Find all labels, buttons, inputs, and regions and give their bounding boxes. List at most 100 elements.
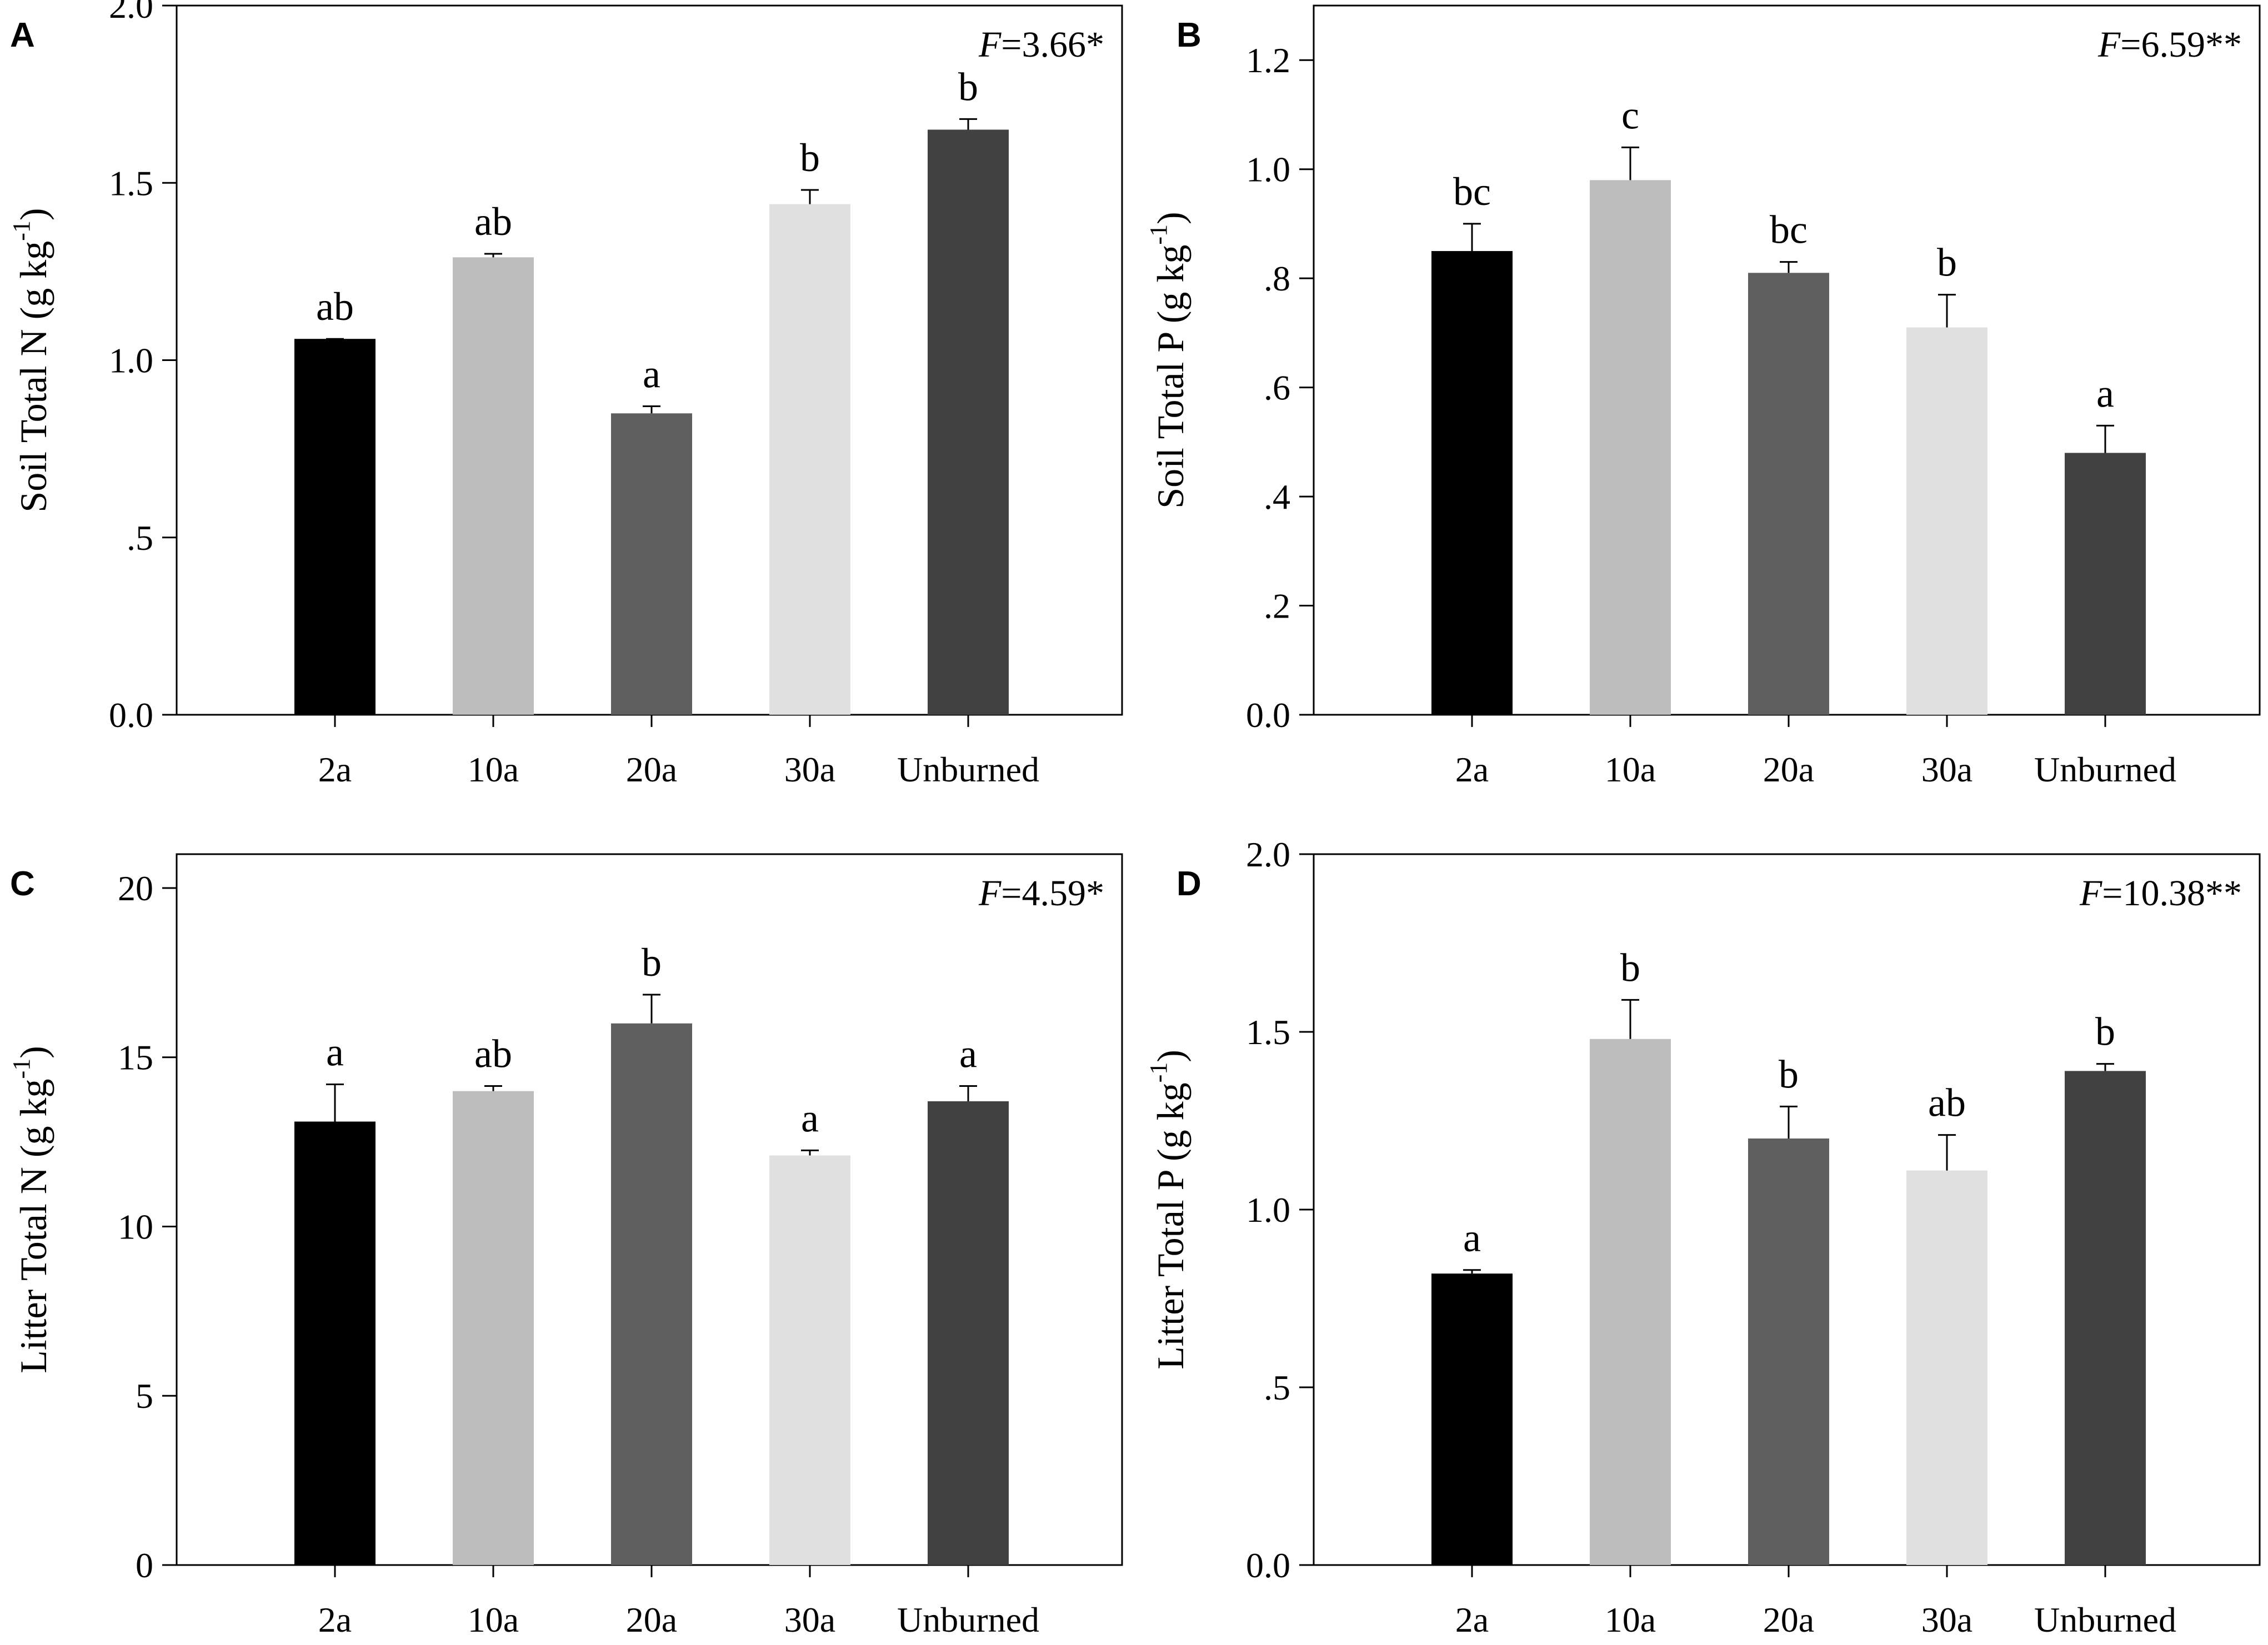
x-category-label: Unburned <box>2034 1600 2176 1639</box>
bar <box>1590 180 1671 715</box>
x-category-label: 10a <box>468 1600 519 1639</box>
y-axis-title: Soil Total N (g kg-1) <box>8 208 54 512</box>
significance-letter: ab <box>1928 1081 1966 1125</box>
x-category-label: 10a <box>468 750 519 789</box>
y-tick-label: 0.0 <box>1246 695 1290 735</box>
y-axis-title-text: Litter Total N (g kg <box>12 1079 54 1373</box>
y-axis-title: Litter Total N (g kg-1) <box>8 1046 54 1373</box>
significance-letter: a <box>1463 1216 1481 1260</box>
bar <box>1906 1170 1987 1565</box>
bar <box>2065 453 2146 715</box>
y-axis-title-superscript: -1 <box>1145 224 1172 245</box>
significance-letter: ab <box>316 284 354 329</box>
panel-label: C <box>10 865 35 903</box>
y-tick-label: 1.2 <box>1246 41 1290 80</box>
bar <box>1748 273 1829 715</box>
y-tick-label: 1.0 <box>1246 1190 1290 1230</box>
y-axis-title-superscript: -1 <box>8 220 35 241</box>
y-axis-title-close: ) <box>1149 1050 1191 1062</box>
panel-b: B 0.0 .2 .4 .6 .8 1.0 1.2 Soil Total P (g kg-1) 2… <box>1145 4 2261 789</box>
x-category-label: Unburned <box>897 1600 1039 1639</box>
x-category-label: 20a <box>626 1600 677 1639</box>
y-axis-title-text: Soil Total P (g kg <box>1149 245 1191 509</box>
bar <box>1431 1273 1513 1565</box>
y-tick-label: 0.0 <box>109 695 153 735</box>
y-tick-label: 5 <box>136 1376 153 1416</box>
significance-letter: a <box>959 1032 977 1076</box>
y-tick-label: 2.0 <box>109 0 153 26</box>
f-statistic-symbol: F <box>2079 873 2102 914</box>
y-tick-label: 1.0 <box>109 341 153 380</box>
x-category-label: 30a <box>784 750 835 789</box>
x-category-label: 2a <box>1455 1600 1489 1639</box>
bar <box>294 1121 376 1565</box>
y-axis-title: Soil Total P (g kg-1) <box>1145 212 1191 508</box>
panel-label: B <box>1176 16 1201 54</box>
significance-letter: bc <box>1453 169 1491 214</box>
y-axis-title-close: ) <box>1149 212 1191 224</box>
y-tick-label: .2 <box>1264 586 1290 626</box>
y-tick-label: 2.0 <box>1246 835 1290 874</box>
significance-letter: a <box>643 352 660 397</box>
f-statistic-symbol: F <box>978 24 1002 65</box>
significance-letter: a <box>326 1030 344 1074</box>
bar <box>1431 251 1513 715</box>
significance-letter: b <box>2095 1010 2115 1054</box>
y-tick-label: 10 <box>118 1207 153 1246</box>
f-statistic: F=3.66* <box>978 24 1104 65</box>
significance-letter: b <box>958 64 978 109</box>
bar <box>611 413 692 715</box>
bar <box>294 339 376 715</box>
bar <box>769 1155 850 1565</box>
y-tick-label: 0.0 <box>1246 1546 1290 1585</box>
y-tick-label: 1.5 <box>109 163 153 203</box>
panel-label: D <box>1176 865 1201 903</box>
significance-letter: bc <box>1770 208 1808 252</box>
significance-letter: b <box>1937 240 1957 285</box>
x-category-label: 30a <box>1921 1600 1972 1639</box>
y-tick-label: 15 <box>118 1038 153 1077</box>
significance-letter: a <box>2096 371 2114 415</box>
f-statistic-symbol: F <box>978 873 1002 914</box>
x-category-label: 20a <box>1763 750 1814 789</box>
significance-letter: b <box>800 136 820 180</box>
x-category-label: 2a <box>318 750 352 789</box>
x-category-label: 20a <box>626 750 677 789</box>
significance-letter: c <box>1621 93 1639 137</box>
bar <box>1748 1139 1829 1565</box>
y-tick-label: .6 <box>1264 368 1290 408</box>
y-tick-label: 0 <box>136 1546 153 1585</box>
y-tick-label: 1.5 <box>1246 1012 1290 1052</box>
y-tick-label: .4 <box>1264 477 1290 516</box>
y-tick-label: .8 <box>1264 259 1290 298</box>
y-axis-title-close: ) <box>12 1046 54 1059</box>
y-tick-label: .5 <box>1264 1368 1290 1407</box>
bar <box>1906 327 1987 715</box>
bar <box>453 257 534 715</box>
bar <box>453 1091 534 1565</box>
x-category-label: 10a <box>1605 750 1656 789</box>
x-category-label: 30a <box>784 1600 835 1639</box>
f-statistic-value: =3.66* <box>1001 24 1104 65</box>
bar <box>611 1023 692 1565</box>
significance-letter: a <box>801 1096 819 1140</box>
y-axis-title-close: ) <box>12 208 54 220</box>
bar <box>928 129 1009 715</box>
f-statistic: F=6.59** <box>2097 24 2242 65</box>
significance-letter: b <box>1779 1052 1799 1096</box>
bar <box>928 1101 1009 1565</box>
panel-d: D 0.0 .5 1.0 1.5 2.0 Litter Total P (g kg-1) 2a… <box>1145 835 2261 1639</box>
x-category-label: 2a <box>318 1600 352 1639</box>
x-category-label: 2a <box>1455 750 1489 789</box>
f-statistic-value: =4.59* <box>1001 873 1104 914</box>
y-axis-title-superscript: -1 <box>1145 1062 1172 1083</box>
f-statistic: F=10.38** <box>2079 873 2242 914</box>
x-category-label: 20a <box>1763 1600 1814 1639</box>
y-axis-title: Litter Total P (g kg-1) <box>1145 1050 1191 1370</box>
y-tick-label: .5 <box>127 518 153 558</box>
significance-letter: ab <box>474 199 512 244</box>
significance-letter: b <box>1620 945 1640 990</box>
f-statistic-value: =10.38** <box>2102 873 2242 914</box>
